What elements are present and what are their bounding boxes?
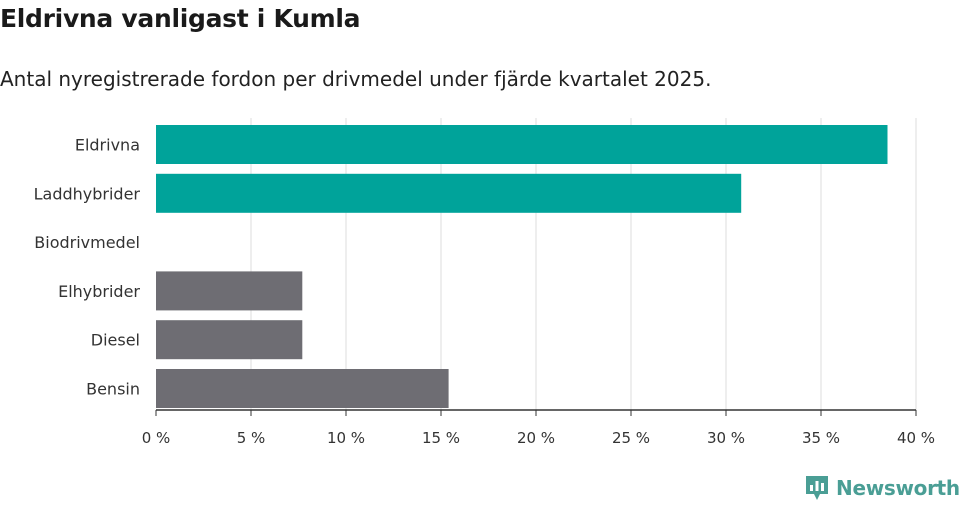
bar <box>156 125 888 164</box>
category-label: Eldrivna <box>75 136 140 155</box>
x-tick-label: 10 % <box>327 429 365 447</box>
category-label: Bensin <box>86 380 140 399</box>
x-tick-label: 20 % <box>517 429 555 447</box>
newsworthy-logo: Newsworthy <box>804 474 960 502</box>
x-tick-label: 15 % <box>422 429 460 447</box>
bar <box>156 271 303 311</box>
chart-subtitle: Antal nyregistrerade fordon per drivmede… <box>0 67 712 91</box>
x-tick-label: 25 % <box>612 429 650 447</box>
bar <box>156 369 449 408</box>
bar <box>156 320 303 360</box>
newsworthy-logo-icon <box>806 476 828 500</box>
bar <box>156 173 742 213</box>
x-tick-label: 40 % <box>897 429 935 447</box>
category-label: Biodrivmedel <box>34 233 140 252</box>
chart-title: Eldrivna vanligast i Kumla <box>0 4 361 33</box>
x-tick-label: 30 % <box>707 429 745 447</box>
category-label: Elhybrider <box>58 282 140 301</box>
category-label: Laddhybrider <box>34 184 141 203</box>
bar-chart: 0 % 5 % 10 % 15 % 20 % 25 % 30 % 35 % 40 % Eldri… <box>34 118 935 447</box>
newsworthy-logo-text: Newsworthy <box>836 476 960 500</box>
grid-lines <box>250 118 917 410</box>
x-tick-label: 0 % <box>142 429 171 447</box>
category-labels: Eldrivna Laddhybrider Biodrivmedel Elhybrid… <box>34 136 141 399</box>
x-tick-label: 35 % <box>802 429 840 447</box>
x-axis: 0 % 5 % 10 % 15 % 20 % 25 % 30 % 35 % 40 % <box>142 409 935 447</box>
bars <box>156 125 888 408</box>
x-tick-label: 5 % <box>237 429 266 447</box>
category-label: Diesel <box>91 331 140 350</box>
